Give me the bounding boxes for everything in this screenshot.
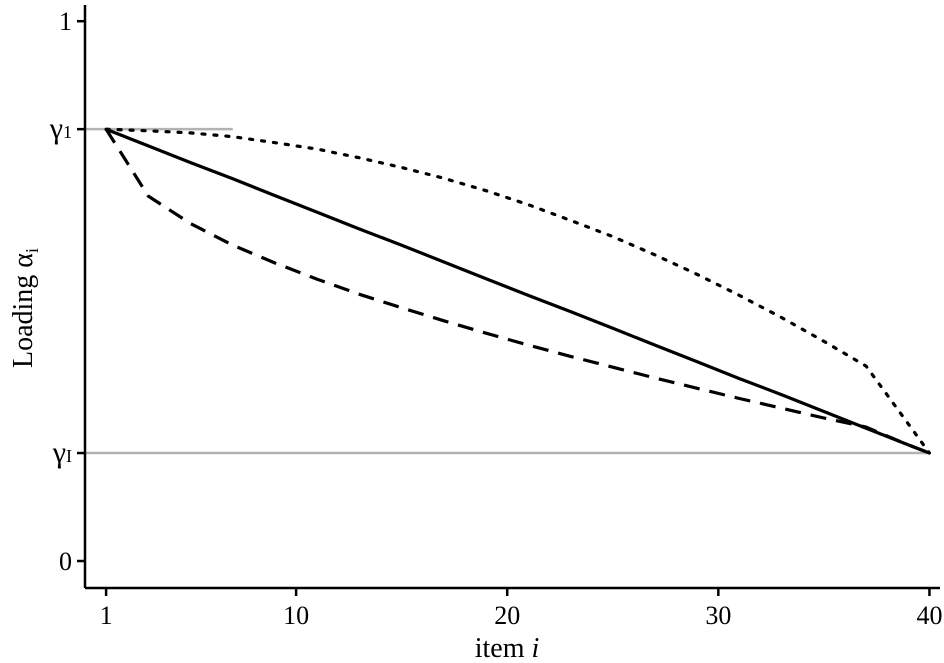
series-line-solid: [105, 127, 930, 455]
y-axis-title-subscript: i: [22, 248, 42, 253]
x-tick-label: 30: [705, 601, 731, 630]
x-tick-label: 10: [283, 601, 309, 630]
gamma-subscript: I: [66, 446, 72, 466]
y-tick-label: 1: [59, 7, 72, 36]
y-tick-label-gamma: γI: [52, 436, 72, 469]
gamma-subscript: 1: [63, 122, 72, 142]
series-layer: [104, 127, 931, 455]
x-axis-title: item i: [475, 633, 540, 663]
gamma-symbol: γ: [52, 436, 66, 469]
x-ticks: 1 10 20 30 40: [100, 588, 942, 630]
axes: [83, 5, 940, 590]
series-line-dashed: [104, 128, 930, 455]
x-tick-label: 20: [494, 601, 520, 630]
x-axis-title-text: item: [475, 633, 525, 663]
x-tick-label: 40: [916, 601, 942, 630]
y-axis-title: Loading αi: [8, 248, 42, 368]
y-tick-label: 0: [59, 547, 72, 576]
y-axis-title-text: Loading: [8, 275, 39, 368]
x-axis-title-var: i: [531, 633, 539, 663]
y-axis-title-symbol: α: [8, 253, 39, 268]
gamma-symbol: γ: [49, 112, 63, 145]
y-tick-label-gamma: γ1: [49, 112, 72, 145]
series-line-dotted: [104, 127, 931, 455]
x-tick-label: 1: [100, 601, 113, 630]
